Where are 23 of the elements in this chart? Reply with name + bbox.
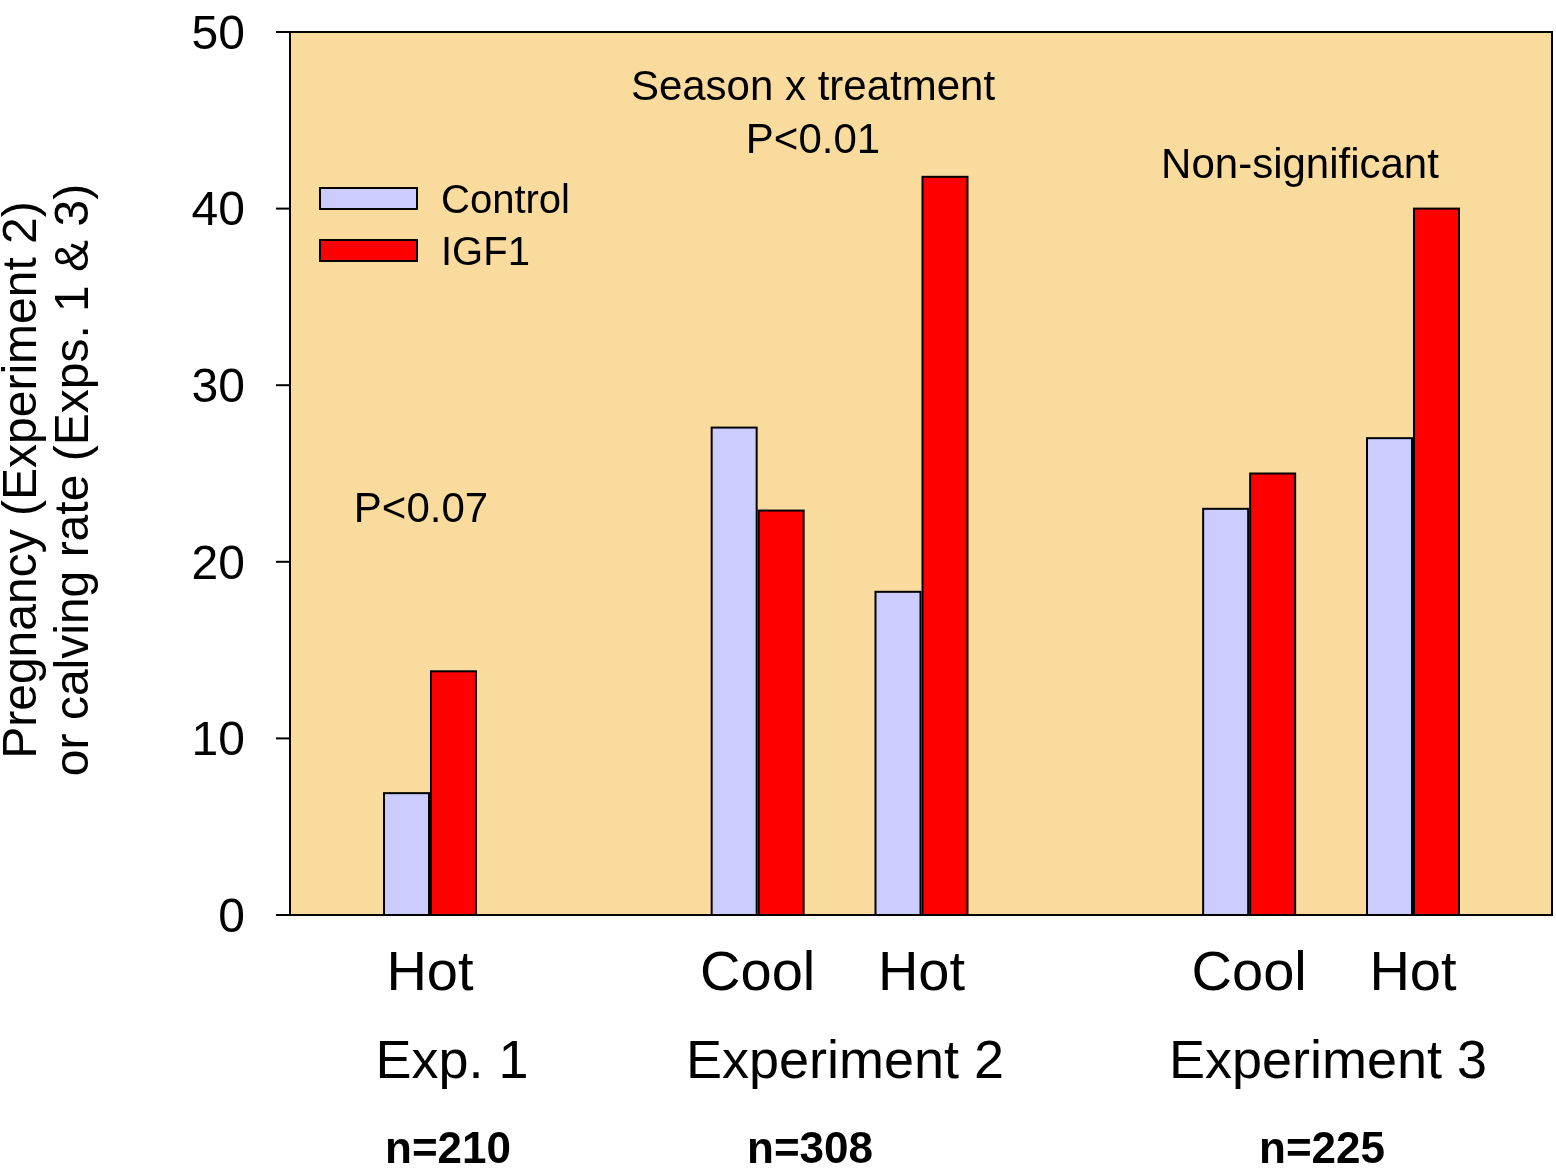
text: Experiment 2	[685, 1029, 1005, 1089]
legend-label: IGF1	[441, 229, 530, 273]
x-tick-label: Hot	[386, 939, 475, 1002]
x-tick-label: Cool	[700, 939, 816, 1002]
y-tick-label: 0	[218, 888, 245, 942]
x-tick-label: Cool	[1191, 939, 1307, 1002]
y-tick-label: 40	[191, 182, 245, 236]
annotation: Season x treatment P<0.01	[630, 62, 996, 162]
y-tick-label: 30	[191, 359, 245, 412]
y-tick-label: 50	[191, 5, 245, 59]
x-tick-label: Hot	[1369, 939, 1458, 1002]
y-tick-label: 20	[191, 535, 245, 589]
text: Exp. 1	[375, 1029, 529, 1089]
text: n=225	[1259, 1123, 1385, 1172]
legend-label: Control	[441, 177, 570, 221]
text: Experiment 3	[1168, 1029, 1488, 1089]
annotation: Non-significant	[1161, 140, 1440, 187]
y-tick-label: 10	[191, 712, 245, 766]
y-axis-title: Pregnancy (Experiment 2) or calving rate (Exps. 1 & 3)	[0, 183, 98, 777]
x-tick-label: Hot	[877, 939, 966, 1002]
text: n=308	[747, 1123, 873, 1172]
annotation: P<0.07	[353, 484, 489, 531]
text: n=210	[385, 1123, 511, 1172]
